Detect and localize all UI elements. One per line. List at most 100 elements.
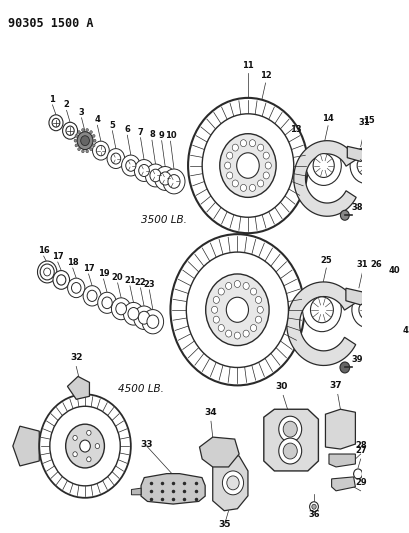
- Circle shape: [163, 169, 184, 194]
- Circle shape: [250, 288, 256, 295]
- Text: 28: 28: [355, 441, 366, 450]
- Circle shape: [231, 180, 238, 187]
- Circle shape: [90, 131, 92, 134]
- Text: 12: 12: [259, 71, 271, 80]
- Circle shape: [339, 211, 348, 220]
- Text: 18: 18: [67, 258, 79, 267]
- Circle shape: [249, 184, 255, 191]
- Text: 15: 15: [362, 116, 373, 125]
- Text: 2: 2: [63, 100, 69, 109]
- Circle shape: [63, 122, 77, 139]
- Circle shape: [170, 234, 303, 385]
- Polygon shape: [325, 409, 355, 449]
- Text: 11: 11: [241, 61, 253, 70]
- Text: 30: 30: [274, 382, 287, 391]
- Text: 6: 6: [124, 125, 130, 134]
- Text: 22: 22: [134, 278, 146, 287]
- Circle shape: [75, 134, 77, 138]
- Circle shape: [86, 457, 91, 462]
- Circle shape: [115, 303, 126, 315]
- Circle shape: [356, 156, 374, 175]
- Text: 23: 23: [143, 280, 155, 289]
- Text: 7: 7: [137, 128, 143, 136]
- Circle shape: [226, 152, 232, 159]
- Circle shape: [150, 169, 161, 182]
- Text: 40: 40: [387, 266, 399, 275]
- Circle shape: [77, 148, 80, 151]
- Text: 31: 31: [357, 118, 369, 127]
- Circle shape: [97, 292, 116, 313]
- Circle shape: [393, 319, 397, 324]
- Circle shape: [81, 128, 84, 132]
- Circle shape: [218, 325, 224, 332]
- Circle shape: [263, 172, 269, 179]
- Text: 10: 10: [164, 131, 176, 140]
- Circle shape: [236, 153, 258, 178]
- Polygon shape: [328, 454, 355, 467]
- Polygon shape: [212, 453, 247, 511]
- Circle shape: [41, 265, 53, 279]
- Circle shape: [312, 154, 333, 177]
- Circle shape: [134, 159, 153, 181]
- Circle shape: [225, 282, 231, 289]
- Text: 41: 41: [401, 326, 409, 335]
- Circle shape: [278, 416, 301, 442]
- Circle shape: [249, 140, 255, 147]
- Circle shape: [311, 504, 315, 509]
- Circle shape: [310, 297, 333, 322]
- Circle shape: [243, 330, 249, 337]
- Circle shape: [351, 292, 383, 328]
- Circle shape: [213, 296, 219, 303]
- Circle shape: [226, 297, 248, 322]
- Circle shape: [256, 306, 263, 313]
- Circle shape: [40, 264, 54, 280]
- Circle shape: [219, 134, 276, 197]
- Text: 1: 1: [49, 95, 55, 104]
- Circle shape: [138, 165, 149, 176]
- Text: 14: 14: [321, 114, 333, 123]
- Polygon shape: [199, 437, 238, 467]
- Text: 3: 3: [79, 108, 84, 117]
- Circle shape: [80, 440, 90, 452]
- Circle shape: [102, 297, 112, 309]
- Text: 35: 35: [218, 520, 230, 529]
- Circle shape: [50, 406, 120, 486]
- Circle shape: [77, 132, 93, 150]
- Polygon shape: [293, 141, 355, 216]
- Circle shape: [111, 153, 120, 164]
- Text: 20: 20: [112, 273, 123, 282]
- Text: 26: 26: [370, 260, 382, 269]
- Circle shape: [85, 128, 88, 132]
- Polygon shape: [141, 474, 204, 504]
- Circle shape: [81, 136, 89, 146]
- Polygon shape: [331, 477, 355, 491]
- Circle shape: [205, 274, 268, 345]
- Circle shape: [278, 438, 301, 464]
- Circle shape: [66, 126, 74, 135]
- Polygon shape: [286, 282, 355, 366]
- Circle shape: [218, 288, 224, 295]
- Text: 4500 LB.: 4500 LB.: [117, 384, 163, 394]
- Circle shape: [96, 146, 105, 156]
- Circle shape: [71, 282, 81, 293]
- Circle shape: [353, 469, 362, 479]
- Circle shape: [52, 118, 60, 127]
- Polygon shape: [13, 426, 39, 466]
- Circle shape: [107, 149, 124, 168]
- Text: 3500 LB.: 3500 LB.: [141, 215, 187, 225]
- Circle shape: [142, 310, 163, 334]
- Circle shape: [126, 160, 136, 171]
- Circle shape: [83, 286, 101, 306]
- Circle shape: [250, 325, 256, 332]
- Circle shape: [225, 330, 231, 337]
- Circle shape: [226, 172, 232, 179]
- Circle shape: [263, 152, 269, 159]
- Text: 9: 9: [158, 131, 164, 140]
- Circle shape: [302, 288, 340, 332]
- Circle shape: [387, 293, 399, 307]
- Circle shape: [39, 394, 130, 498]
- Text: 29: 29: [355, 478, 366, 487]
- Circle shape: [283, 421, 297, 437]
- Polygon shape: [345, 288, 367, 305]
- Polygon shape: [131, 488, 141, 495]
